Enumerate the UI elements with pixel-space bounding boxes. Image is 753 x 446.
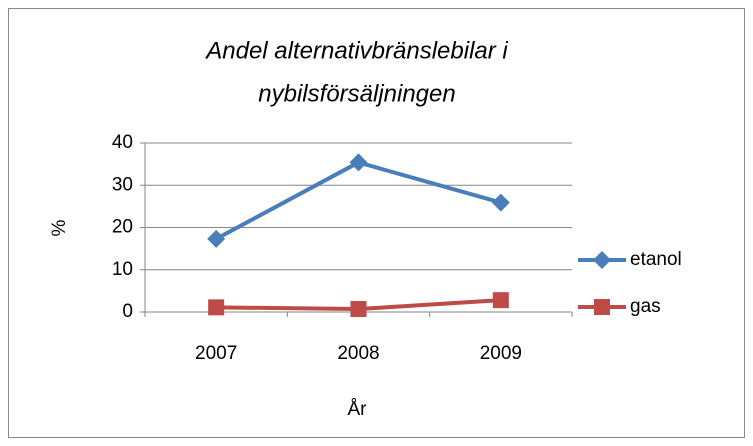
legend-label: gas <box>630 296 661 317</box>
chart-border <box>8 8 745 438</box>
marker <box>208 299 225 316</box>
marker <box>349 153 368 172</box>
x-tick-label: 2007 <box>195 343 237 364</box>
legend-label: etanol <box>630 249 682 270</box>
x-axis-label: År <box>348 399 368 420</box>
legend-marker <box>593 251 611 269</box>
y-tick-label: 30 <box>112 174 133 195</box>
x-tick-label: 2008 <box>337 343 379 364</box>
marker <box>350 301 367 318</box>
chart-title: Andel alternativbränslebilar i <box>204 37 508 64</box>
y-tick-label: 20 <box>112 217 133 238</box>
legend-marker <box>594 299 610 315</box>
y-tick-label: 0 <box>122 301 133 322</box>
marker <box>492 292 509 309</box>
marker <box>491 193 510 212</box>
y-tick-label: 40 <box>112 132 133 153</box>
y-tick-label: 10 <box>112 259 133 280</box>
chart-title: nybilsförsäljningen <box>258 80 455 107</box>
y-axis-label: % <box>49 219 70 236</box>
x-tick-label: 2009 <box>480 343 522 364</box>
marker <box>207 229 226 248</box>
